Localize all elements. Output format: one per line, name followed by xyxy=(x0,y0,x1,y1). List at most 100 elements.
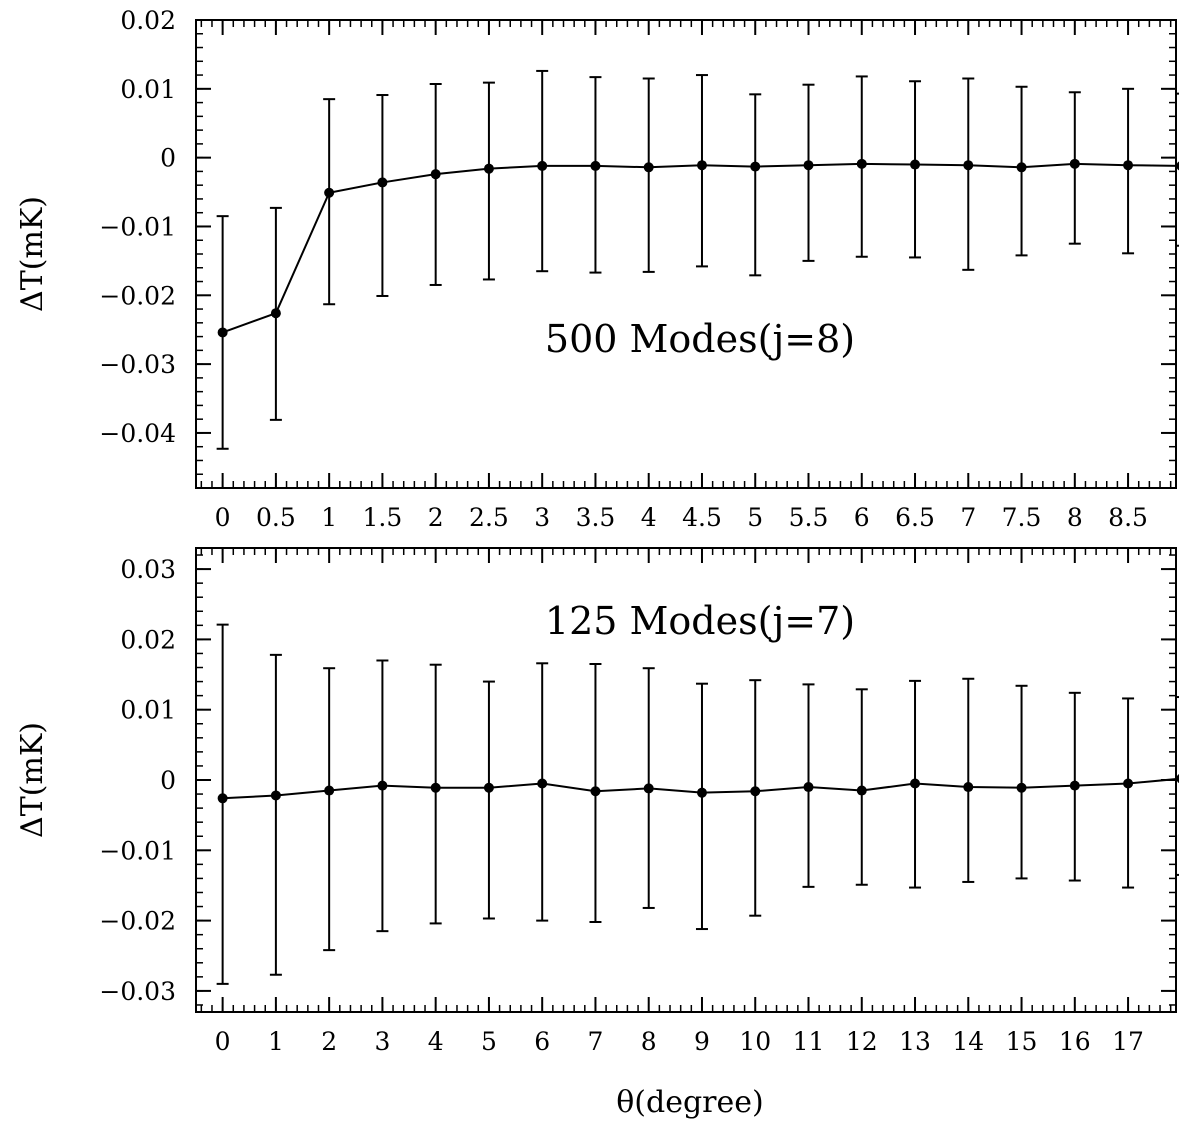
x-tick-label: 4 xyxy=(641,503,657,532)
x-tick-label: 10 xyxy=(739,1027,771,1056)
y-tick-label: −0.04 xyxy=(99,419,176,448)
bottom-panel-x-tick-labels: 0 1 2 3 4 5 6 7 8 9 10 11 12 13 14 15 16 17 xyxy=(215,1027,1144,1056)
bottom-panel: 0 1 2 3 4 5 6 7 8 9 10 11 12 13 14 15 16 17 0.030.020.010… xyxy=(15,547,1179,1120)
bottom-panel-y-tick-labels: 0.03 0.02 0.01 0 −0.01 −0.02 −0.03 xyxy=(99,555,176,1006)
x-tick-label: 0 xyxy=(215,1027,231,1056)
data-point xyxy=(1123,778,1134,789)
data-point xyxy=(856,785,867,796)
x-tick-label: 0.5 xyxy=(256,503,296,532)
x-tick-label: 5.5 xyxy=(789,503,829,532)
data-point xyxy=(963,782,974,793)
data-point xyxy=(910,778,921,789)
data-point xyxy=(1016,782,1027,793)
bottom-panel-x-axis-label: θ(degree) xyxy=(616,1085,763,1120)
x-tick-label: 15 xyxy=(1006,1027,1038,1056)
y-tick-label: 0.02 xyxy=(120,6,176,35)
data-point xyxy=(1016,162,1027,173)
data-point xyxy=(483,782,494,793)
data-point xyxy=(643,783,654,794)
top-panel-y-tick-labels: 0.02 0.01 0 −0.01 −0.02 −0.03 −0.04 xyxy=(99,6,176,448)
top-panel-points xyxy=(217,158,1179,338)
x-tick-label: 3 xyxy=(374,1027,390,1056)
top-panel-frame xyxy=(195,19,1177,489)
data-point xyxy=(324,187,335,198)
data-point xyxy=(537,160,548,171)
x-tick-label: 6 xyxy=(534,1027,550,1056)
x-tick-label: 1 xyxy=(321,503,337,532)
x-tick-label: 1.5 xyxy=(363,503,403,532)
x-tick-label: 9 xyxy=(694,1027,710,1056)
data-point xyxy=(590,160,601,171)
data-point xyxy=(803,160,814,171)
x-tick-label: 7 xyxy=(960,503,976,532)
top-panel: 0 0.5 1 1.5 2 2.5 3 3.5 4 4.5 5 5.5 6 6.5 7 7.5 8 8.5 0.0… xyxy=(15,6,1179,532)
x-tick-label: 12 xyxy=(846,1027,878,1056)
x-tick-label: 14 xyxy=(952,1027,984,1056)
data-point xyxy=(430,169,441,180)
bottom-panel-annotation: 125 Modes(j=7) xyxy=(545,599,855,643)
y-tick-label: −0.01 xyxy=(99,212,176,241)
y-tick-label: −0.01 xyxy=(99,836,176,865)
x-tick-label: 2.5 xyxy=(469,503,509,532)
x-tick-label: 2 xyxy=(321,1027,337,1056)
x-tick-label: 13 xyxy=(899,1027,931,1056)
x-tick-label: 0 xyxy=(215,503,231,532)
y-tick-label: 0.02 xyxy=(120,625,176,654)
y-tick-label: 0.03 xyxy=(120,555,176,584)
y-tick-label: 0.01 xyxy=(120,75,176,104)
data-point xyxy=(856,158,867,169)
data-point xyxy=(483,163,494,174)
top-panel-annotation: 500 Modes(j=8) xyxy=(545,317,855,361)
x-tick-label: 5 xyxy=(747,503,763,532)
data-point xyxy=(270,790,281,801)
x-tick-label: 5 xyxy=(481,1027,497,1056)
x-tick-label: 7.5 xyxy=(1002,503,1042,532)
y-tick-label: −0.02 xyxy=(99,281,176,310)
x-tick-label: 3.5 xyxy=(576,503,616,532)
top-panel-y-axis-label: ΔT(mK) xyxy=(15,196,50,312)
top-panel-minor-ticks xyxy=(196,19,1176,489)
data-point xyxy=(217,793,228,804)
x-tick-label: 17 xyxy=(1112,1027,1144,1056)
data-point xyxy=(963,160,974,171)
data-point xyxy=(270,308,281,319)
y-tick-label: 0 xyxy=(160,144,176,173)
y-tick-label: 0.01 xyxy=(120,696,176,725)
x-tick-label: 11 xyxy=(793,1027,825,1056)
data-point xyxy=(750,161,761,172)
x-tick-label: 4.5 xyxy=(682,503,722,532)
data-point xyxy=(217,327,228,338)
data-point xyxy=(1123,160,1134,171)
x-tick-label: 2 xyxy=(428,503,444,532)
data-point xyxy=(1069,780,1080,791)
x-tick-label: 8 xyxy=(641,1027,657,1056)
x-tick-label: 1 xyxy=(268,1027,284,1056)
top-panel-series-line xyxy=(222,162,1179,334)
data-point xyxy=(910,159,921,170)
y-tick-label: −0.03 xyxy=(99,350,176,379)
y-tick-label: −0.03 xyxy=(99,977,176,1006)
data-point xyxy=(1069,158,1080,169)
data-point xyxy=(643,162,654,173)
x-tick-label: 3 xyxy=(534,503,550,532)
data-point xyxy=(377,177,388,188)
data-point xyxy=(324,785,335,796)
x-tick-label: 4 xyxy=(428,1027,444,1056)
data-point xyxy=(1176,161,1179,171)
data-point xyxy=(430,782,441,793)
bottom-panel-errorbars xyxy=(216,623,1179,985)
bottom-panel-points xyxy=(217,774,1179,804)
x-tick-label: 16 xyxy=(1059,1027,1091,1056)
x-tick-label: 6.5 xyxy=(895,503,935,532)
top-panel-errorbars xyxy=(216,69,1179,450)
data-point xyxy=(1176,774,1179,784)
top-panel-major-ticks xyxy=(196,19,1176,488)
data-point xyxy=(537,778,548,789)
data-point xyxy=(750,786,761,797)
y-tick-label: −0.02 xyxy=(99,907,176,936)
top-panel-x-tick-labels: 0 0.5 1 1.5 2 2.5 3 3.5 4 4.5 5 5.5 6 6.5 7 7.5 8 8.5 xyxy=(215,503,1148,532)
bottom-panel-major-ticks xyxy=(196,548,1176,1012)
data-point xyxy=(377,780,388,791)
x-tick-label: 8.5 xyxy=(1108,503,1148,532)
